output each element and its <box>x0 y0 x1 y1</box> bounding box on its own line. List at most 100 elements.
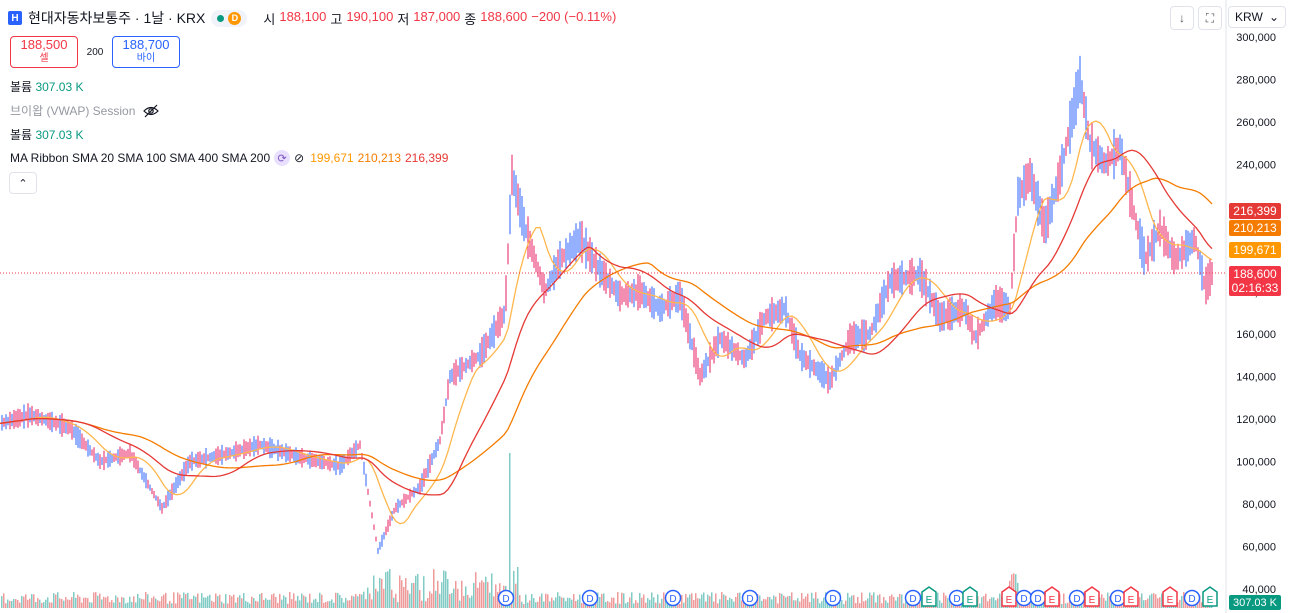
volume-bar <box>777 603 779 608</box>
volume-bar <box>475 572 477 608</box>
volume-bar <box>399 575 401 608</box>
dividend-marker[interactable]: D <box>497 589 515 607</box>
volume-bar <box>389 569 391 608</box>
volume-bar <box>95 592 97 608</box>
volume-bar <box>735 597 737 608</box>
collapse-legend-button[interactable]: ⌃ <box>9 172 37 194</box>
volume-bar <box>739 592 741 608</box>
volume-bar <box>539 596 541 608</box>
download-button[interactable]: ↓ <box>1170 6 1194 30</box>
volume-bar <box>803 598 805 608</box>
volume-bar <box>945 595 947 608</box>
volume-bar <box>255 600 257 608</box>
volume-bar <box>61 598 63 608</box>
volume-bar <box>899 593 901 608</box>
volume-bar <box>461 580 463 608</box>
earnings-marker[interactable]: E <box>1123 586 1139 607</box>
volume-bar <box>393 597 395 608</box>
volume-bar <box>49 602 51 608</box>
volume-bar <box>149 602 151 608</box>
volume-bar <box>647 598 649 608</box>
volume-bar <box>567 597 569 608</box>
volume-bar <box>609 602 611 608</box>
earnings-marker[interactable]: E <box>1202 586 1218 607</box>
volume-bar <box>55 594 57 608</box>
dividend-marker[interactable]: D <box>904 589 922 607</box>
volume-bar <box>799 601 801 608</box>
volume-bar <box>147 594 149 608</box>
dividend-marker[interactable]: D <box>664 589 682 607</box>
volume-bar <box>105 597 107 608</box>
price-tag-sma200: 210,213 <box>1229 220 1281 236</box>
volume-bar <box>443 570 445 608</box>
svg-text:E: E <box>967 595 974 606</box>
dividend-marker[interactable]: D <box>1015 589 1033 607</box>
volume-bar <box>521 601 523 608</box>
volume-bar <box>817 598 819 608</box>
svg-text:E: E <box>926 595 933 606</box>
volume-bar <box>549 601 551 608</box>
price-axis-label: 80,000 <box>1242 499 1276 511</box>
sync-icon[interactable]: ⟳ <box>274 150 291 166</box>
vwap-legend[interactable]: 브이왑 (VWAP) Session <box>10 102 160 119</box>
hidden-eye-icon[interactable] <box>143 104 160 118</box>
earnings-marker[interactable]: E <box>1162 586 1178 607</box>
volume-legend[interactable]: 볼륨 307.03 K <box>10 80 84 94</box>
volume-bar <box>87 598 89 608</box>
earnings-marker[interactable]: E <box>1044 586 1060 607</box>
volume-bar <box>629 597 631 608</box>
volume-bar <box>663 592 665 608</box>
volume-bar <box>411 583 413 608</box>
volume-bar <box>533 598 535 608</box>
dividend-marker[interactable]: D <box>741 589 759 607</box>
volume-legend-2[interactable]: 볼륨 307.03 K <box>10 128 84 142</box>
volume-bar <box>773 595 775 608</box>
dividend-marker[interactable]: D <box>824 589 842 607</box>
volume-bar <box>137 593 139 608</box>
earnings-marker[interactable]: E <box>962 586 978 607</box>
delayed-badge: D <box>228 11 242 25</box>
volume-bar <box>881 603 883 608</box>
dividend-marker[interactable]: D <box>1068 589 1086 607</box>
volume-bar <box>317 602 319 608</box>
ma-ribbon-legend[interactable]: MA Ribbon SMA 20 SMA 100 SMA 400 SMA 200… <box>10 150 449 166</box>
volume-bar <box>753 603 755 608</box>
currency-select[interactable]: KRW ⌄ <box>1228 6 1286 28</box>
dividend-marker[interactable]: D <box>1029 589 1047 607</box>
volume-bar <box>1063 593 1065 608</box>
volume-bar <box>523 603 525 608</box>
volume-bar <box>1179 599 1181 608</box>
volume-bar <box>565 601 567 608</box>
market-status[interactable]: D <box>211 9 248 27</box>
dividend-marker[interactable]: D <box>1183 589 1201 607</box>
volume-bar <box>789 595 791 608</box>
fullscreen-button[interactable]: ⛶ <box>1198 6 1222 30</box>
volume-bar <box>701 594 703 608</box>
volume-bar <box>413 582 415 608</box>
symbol-title[interactable]: 현대자동차보통주 · 1날 · KRX <box>28 10 206 26</box>
earnings-marker[interactable]: E <box>1001 586 1017 607</box>
volume-bar <box>57 592 59 608</box>
svg-text:D: D <box>502 594 509 605</box>
volume-bar <box>17 600 19 608</box>
sell-button[interactable]: 188,500 셀 <box>10 36 78 68</box>
volume-bar <box>981 597 983 608</box>
volume-bar <box>1101 594 1103 608</box>
price-axis[interactable]: 300,000280,000260,000240,000220,000200,0… <box>1236 32 1276 596</box>
volume-bar <box>621 592 623 608</box>
volume-bar <box>169 600 171 608</box>
volume-bar <box>371 599 373 608</box>
volume-bar <box>607 601 609 608</box>
earnings-marker[interactable]: E <box>1084 586 1100 607</box>
volume-bar <box>571 599 573 608</box>
dividend-marker[interactable]: D <box>581 589 599 607</box>
earnings-marker[interactable]: E <box>921 586 937 607</box>
volume-bar <box>561 597 563 608</box>
buy-button[interactable]: 188,700 바이 <box>112 36 180 68</box>
volume-bar <box>397 602 399 608</box>
volume-bar <box>531 594 533 608</box>
volume-bar <box>497 591 499 608</box>
volume-bar <box>287 603 289 608</box>
volume-bar <box>1061 603 1063 608</box>
